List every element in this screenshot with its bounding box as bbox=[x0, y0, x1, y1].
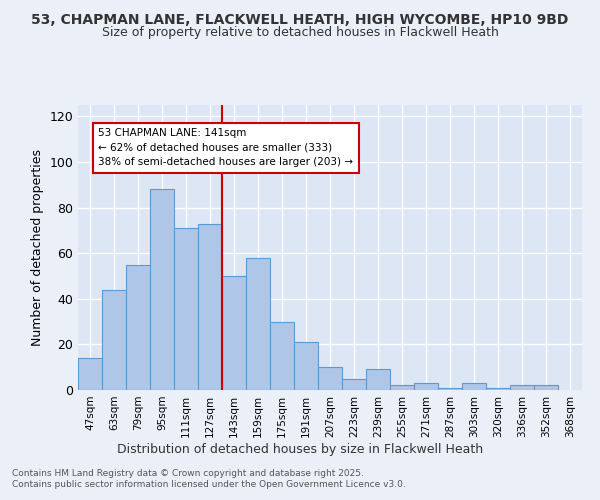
Bar bbox=[366, 370, 390, 390]
Text: Distribution of detached houses by size in Flackwell Heath: Distribution of detached houses by size … bbox=[117, 442, 483, 456]
Text: Contains public sector information licensed under the Open Government Licence v3: Contains public sector information licen… bbox=[12, 480, 406, 489]
Text: 53, CHAPMAN LANE, FLACKWELL HEATH, HIGH WYCOMBE, HP10 9BD: 53, CHAPMAN LANE, FLACKWELL HEATH, HIGH … bbox=[31, 12, 569, 26]
Bar bbox=[318, 367, 342, 390]
Bar bbox=[174, 228, 198, 390]
Bar bbox=[486, 388, 510, 390]
Bar bbox=[150, 190, 174, 390]
Bar bbox=[294, 342, 318, 390]
Bar bbox=[342, 378, 366, 390]
Bar bbox=[438, 388, 462, 390]
Bar bbox=[126, 264, 150, 390]
Text: 53 CHAPMAN LANE: 141sqm
← 62% of detached houses are smaller (333)
38% of semi-d: 53 CHAPMAN LANE: 141sqm ← 62% of detache… bbox=[98, 128, 353, 168]
Bar bbox=[534, 386, 558, 390]
Bar bbox=[510, 386, 534, 390]
Bar bbox=[198, 224, 222, 390]
Y-axis label: Number of detached properties: Number of detached properties bbox=[31, 149, 44, 346]
Bar bbox=[390, 386, 414, 390]
Bar bbox=[102, 290, 126, 390]
Bar bbox=[78, 358, 102, 390]
Text: Contains HM Land Registry data © Crown copyright and database right 2025.: Contains HM Land Registry data © Crown c… bbox=[12, 468, 364, 477]
Bar bbox=[246, 258, 270, 390]
Bar bbox=[462, 383, 486, 390]
Bar bbox=[270, 322, 294, 390]
Bar bbox=[222, 276, 246, 390]
Bar bbox=[414, 383, 438, 390]
Text: Size of property relative to detached houses in Flackwell Heath: Size of property relative to detached ho… bbox=[101, 26, 499, 39]
